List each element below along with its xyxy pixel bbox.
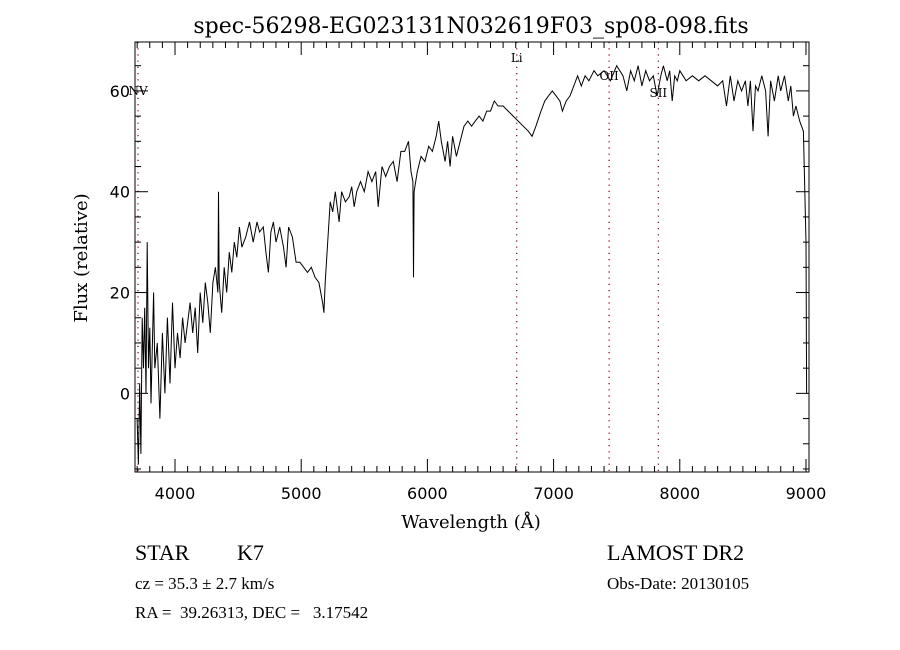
x-tick-label: 5000 — [281, 484, 322, 503]
plot-frame — [134, 41, 810, 473]
tick-labels: 4000 5000 6000 7000 8000 9000 0 20 40 60 — [110, 82, 827, 503]
redshift-text: cz = 35.3 ± 2.7 km/s — [135, 574, 275, 593]
spectral-subclass: K7 — [237, 540, 264, 565]
line-label-sii: SII — [649, 86, 667, 100]
x-tick-label: 7000 — [533, 484, 574, 503]
spectral-class: STAR — [135, 540, 190, 565]
survey-label: LAMOST DR2 — [607, 540, 745, 565]
chart-title: spec-56298-EG023131N032619F03_sp08-098.f… — [193, 14, 748, 39]
x-tick-label: 6000 — [407, 484, 448, 503]
axis-ticks — [135, 42, 809, 472]
x-tick-label: 8000 — [659, 484, 700, 503]
obs-date-text: Obs-Date: 20130105 — [607, 574, 750, 593]
y-tick-label: 20 — [110, 284, 130, 303]
y-axis-label: Flux (relative) — [71, 193, 92, 322]
line-label-oii: OII — [599, 69, 619, 83]
coordinates-text: RA = 39.26313, DEC = 3.17542 — [135, 603, 369, 622]
y-tick-label: 0 — [120, 384, 130, 403]
y-tick-label: 40 — [110, 183, 130, 202]
x-axis-label: Wavelength (Å) — [401, 511, 541, 533]
line-label-li: Li — [511, 51, 523, 65]
spectrum-line — [136, 64, 808, 464]
y-tick-label: 60 — [110, 82, 130, 101]
x-tick-label: 4000 — [155, 484, 196, 503]
x-tick-label: 9000 — [786, 484, 827, 503]
